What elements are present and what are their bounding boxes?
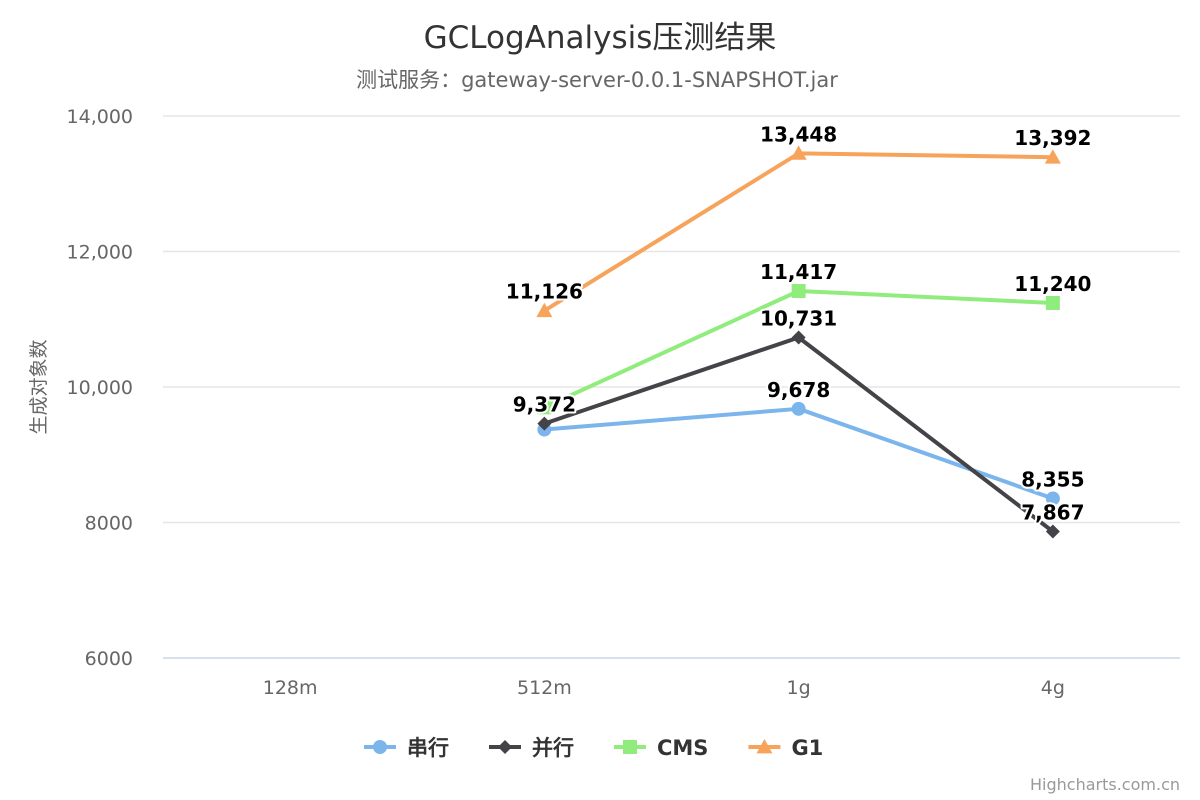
data-label: 11,417 xyxy=(760,260,837,284)
data-point-g1[interactable] xyxy=(1044,149,1061,164)
legend-marker-cms xyxy=(623,740,637,754)
data-label: 8,355 xyxy=(1021,467,1084,491)
series-line-parallel[interactable] xyxy=(542,335,1055,534)
y-tick-label: 6000 xyxy=(85,648,133,670)
data-label: 9,372 xyxy=(513,393,576,417)
x-tick-label: 4g xyxy=(1041,677,1065,699)
series-line-serial[interactable] xyxy=(542,406,1055,501)
legend-item-serial[interactable]: 串行 xyxy=(364,736,449,760)
data-point-g1[interactable] xyxy=(536,302,553,318)
x-axis: 128m 512m 1g 4g xyxy=(263,677,1065,699)
chart-title: GCLogAnalysis压测结果 xyxy=(424,20,777,56)
y-axis-title: 生成对象数 xyxy=(28,339,50,434)
y-tick-label: 14,000 xyxy=(67,106,133,128)
grid xyxy=(163,115,1180,659)
series-serial[interactable] xyxy=(537,401,1060,506)
y-tick-label: 8000 xyxy=(85,513,133,535)
y-axis: 6000 8000 10,000 12,000 14,000 xyxy=(67,106,133,670)
data-point-cms[interactable] xyxy=(791,283,806,298)
data-point-serial[interactable] xyxy=(1045,491,1060,506)
legend-item-g1[interactable]: G1 xyxy=(748,736,823,760)
series-cms[interactable] xyxy=(537,283,1060,415)
data-label: 13,448 xyxy=(760,122,837,146)
data-point-parallel[interactable] xyxy=(1045,524,1060,539)
legend-marker-serial xyxy=(373,740,387,754)
data-point-cms[interactable] xyxy=(537,400,552,415)
series-g1[interactable] xyxy=(536,145,1061,318)
legend: 串行 并行 CMS G1 xyxy=(364,736,823,760)
legend-marker-g1 xyxy=(756,739,773,754)
data-label: 7,867 xyxy=(1021,501,1084,525)
data-label: 11,240 xyxy=(1014,272,1091,296)
data-label: 9,678 xyxy=(767,378,830,402)
x-tick-label: 128m xyxy=(263,677,318,699)
legend-item-parallel[interactable]: 并行 xyxy=(489,736,574,760)
legend-label: G1 xyxy=(791,736,823,760)
y-tick-label: 12,000 xyxy=(67,242,133,264)
x-tick-label: 512m xyxy=(517,677,572,699)
data-label: 10,731 xyxy=(760,306,837,330)
data-labels: 9,678 8,355 9,372 10,731 7,867 11,417 11,240 11… xyxy=(504,120,1094,526)
plot-area xyxy=(536,145,1061,539)
data-point-serial[interactable] xyxy=(791,401,806,416)
legend-label: 并行 xyxy=(532,736,574,760)
data-point-parallel[interactable] xyxy=(791,330,806,345)
legend-item-cms[interactable]: CMS xyxy=(614,736,708,760)
x-tick-label: 1g xyxy=(787,677,811,699)
data-point-parallel[interactable] xyxy=(537,416,552,431)
series-parallel[interactable] xyxy=(537,330,1060,539)
data-label: 11,126 xyxy=(506,280,583,304)
chart-subtitle: 测试服务：gateway-server-0.0.1-SNAPSHOT.jar xyxy=(356,68,838,92)
y-tick-label: 10,000 xyxy=(67,377,133,399)
legend-marker-parallel xyxy=(498,740,512,754)
credits-link[interactable]: Highcharts.com.cn xyxy=(1030,775,1180,794)
legend-label: 串行 xyxy=(407,736,449,760)
data-point-cms[interactable] xyxy=(1045,295,1060,310)
data-point-g1[interactable] xyxy=(790,145,807,160)
legend-label: CMS xyxy=(657,736,708,760)
data-label: 13,392 xyxy=(1014,126,1091,150)
